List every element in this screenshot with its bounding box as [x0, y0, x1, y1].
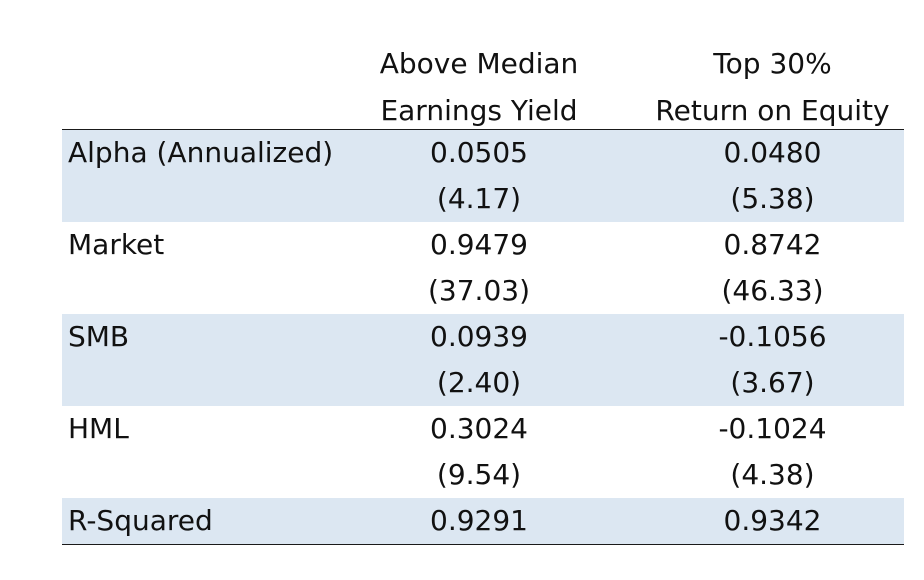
- coefficient-cell: 0.0505: [430, 136, 528, 169]
- table-row: (4.17) (5.38): [62, 176, 904, 222]
- table-row: (2.40) (3.67): [62, 360, 904, 406]
- row-group-smb: SMB 0.0939 -0.1056 (2.40) (3.67): [62, 314, 904, 406]
- table-body: Alpha (Annualized) 0.0505 0.0480 (4.17) …: [62, 130, 904, 545]
- column-header-line: Earnings Yield: [380, 94, 578, 127]
- table-row: (37.03) (46.33): [62, 268, 904, 314]
- row-label: R-Squared: [68, 504, 213, 537]
- table-row: R-Squared 0.9291 0.9342: [62, 498, 904, 544]
- table-row: SMB 0.0939 -0.1056: [62, 314, 904, 360]
- row-label: Market: [68, 228, 165, 261]
- column-header-earnings-yield: Above Median Earnings Yield: [317, 40, 641, 134]
- t-stat-cell: (46.33): [721, 274, 824, 307]
- t-stat-cell: (4.38): [730, 458, 815, 491]
- row-label: HML: [68, 412, 129, 445]
- coefficient-cell: -0.1056: [718, 320, 827, 353]
- row-label: Alpha (Annualized): [68, 136, 334, 169]
- column-header-line: Top 30%: [713, 47, 832, 80]
- row-label: SMB: [68, 320, 130, 353]
- row-group-r-squared: R-Squared 0.9291 0.9342: [62, 498, 904, 545]
- table-row: Market 0.9479 0.8742: [62, 222, 904, 268]
- table-header: Above Median Earnings Yield Top 30% Retu…: [62, 40, 904, 130]
- table-row: (9.54) (4.38): [62, 452, 904, 498]
- column-header-return-on-equity: Top 30% Return on Equity: [641, 40, 904, 134]
- coefficient-cell: 0.8742: [723, 228, 822, 261]
- coefficient-cell: 0.0939: [430, 320, 528, 353]
- row-group-hml: HML 0.3024 -0.1024 (9.54) (4.38): [62, 406, 904, 498]
- row-group-market: Market 0.9479 0.8742 (37.03) (46.33): [62, 222, 904, 314]
- table-row: HML 0.3024 -0.1024: [62, 406, 904, 452]
- table-row: Alpha (Annualized) 0.0505 0.0480: [62, 130, 904, 176]
- column-header-line: Return on Equity: [655, 94, 890, 127]
- regression-table: Above Median Earnings Yield Top 30% Retu…: [62, 40, 904, 545]
- coefficient-cell: -0.1024: [718, 412, 827, 445]
- row-group-alpha: Alpha (Annualized) 0.0505 0.0480 (4.17) …: [62, 130, 904, 222]
- coefficient-cell: 0.0480: [723, 136, 822, 169]
- coefficient-cell: 0.9291: [430, 504, 528, 537]
- t-stat-cell: (9.54): [436, 458, 522, 491]
- coefficient-cell: 0.9479: [430, 228, 528, 261]
- t-stat-cell: (3.67): [730, 366, 815, 399]
- coefficient-cell: 0.3024: [430, 412, 528, 445]
- t-stat-cell: (4.17): [436, 182, 522, 215]
- t-stat-cell: (5.38): [730, 182, 815, 215]
- t-stat-cell: (37.03): [427, 274, 530, 307]
- t-stat-cell: (2.40): [436, 366, 522, 399]
- coefficient-cell: 0.9342: [723, 504, 822, 537]
- column-header-line: Above Median: [379, 47, 579, 80]
